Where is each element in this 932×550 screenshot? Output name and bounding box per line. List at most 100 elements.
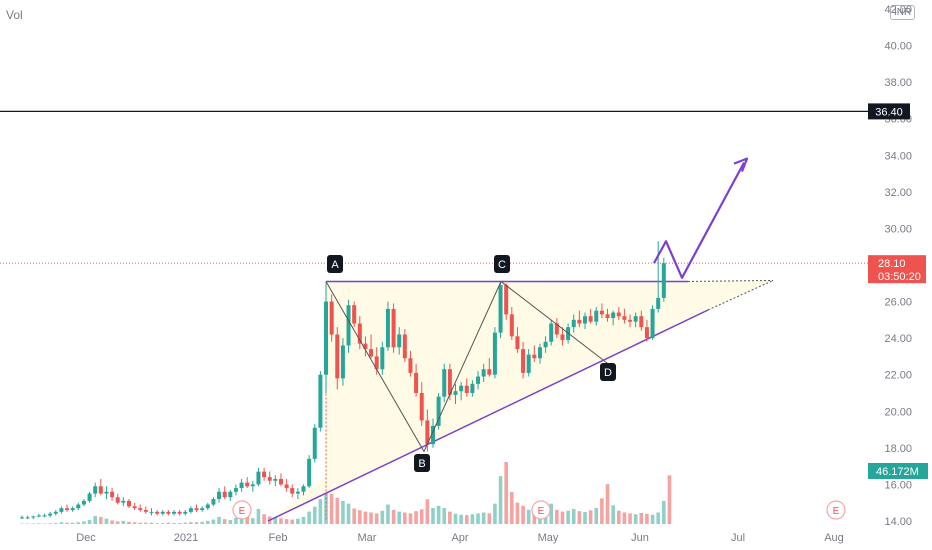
- candle-body: [425, 420, 430, 445]
- volume-bar: [256, 508, 261, 524]
- candle-body: [639, 316, 644, 328]
- candle-body: [65, 508, 70, 511]
- candle-body: [318, 374, 323, 428]
- volume-bar: [588, 510, 593, 524]
- volume-bar: [397, 511, 402, 524]
- time-axis[interactable]: Dec 2021 Feb Mar Apr May Jun Jul Aug: [76, 532, 844, 544]
- earnings-marker: E: [531, 500, 551, 520]
- candle-body: [419, 393, 424, 421]
- price-tick-label: 14.00: [884, 516, 912, 528]
- candle-body: [48, 513, 53, 516]
- candle-body: [228, 491, 233, 498]
- volume-bar: [346, 503, 351, 524]
- earnings-marker-circle: [826, 500, 846, 520]
- candle-body: [329, 301, 334, 335]
- candle-body: [262, 471, 267, 478]
- volume-bar: [65, 522, 69, 524]
- earnings-marker-label: E: [833, 506, 840, 517]
- candle-body: [245, 482, 250, 487]
- pattern-point-label: C: [498, 259, 506, 271]
- volume-bar: [251, 518, 255, 524]
- volume-label: Vol: [6, 8, 23, 22]
- pattern-point-b: B: [414, 454, 430, 472]
- price-tick-label: 16.00: [884, 479, 912, 491]
- candle-body: [110, 491, 115, 498]
- candle-body: [492, 332, 497, 375]
- candle-body: [211, 499, 216, 505]
- candle-body: [402, 334, 407, 359]
- candle-body: [25, 517, 30, 519]
- volume-bar: [493, 503, 497, 524]
- candle-body: [537, 347, 542, 359]
- candle-body: [374, 356, 379, 370]
- last-price-text: 28.10: [878, 258, 906, 270]
- volume-bar: [386, 504, 390, 524]
- candle-body: [335, 334, 340, 379]
- candle-body: [656, 297, 661, 309]
- volume-bar: [183, 522, 188, 524]
- volume-bar: [166, 522, 171, 524]
- candle-body: [273, 478, 278, 481]
- volume-bar: [160, 523, 165, 524]
- volume-bar: [104, 518, 109, 524]
- volume-bar: [37, 523, 41, 524]
- price-tick-label: 24.00: [884, 333, 912, 345]
- candle-body: [391, 308, 396, 348]
- candle-body: [267, 477, 272, 481]
- candle-body: [577, 319, 582, 324]
- earnings-marker-circle: [531, 500, 551, 520]
- candle-body: [628, 319, 633, 322]
- volume-bar: [48, 523, 52, 524]
- candle-body: [132, 506, 137, 509]
- time-tick-label: Aug: [824, 532, 844, 544]
- pattern-layer: A B C D E E E: [232, 157, 846, 520]
- volume-bar: [515, 502, 520, 524]
- volume-bar: [296, 518, 300, 524]
- price-axis[interactable]: 14.0016.0018.0020.0022.0024.0026.0028.00…: [868, 4, 928, 528]
- candle-body: [70, 508, 75, 511]
- volume-value-box: [868, 463, 928, 479]
- candle-body: [205, 504, 210, 509]
- candle-body: [352, 305, 357, 324]
- candle-body: [616, 312, 621, 317]
- candle-body: [290, 488, 295, 494]
- volume-bar: [352, 508, 356, 524]
- time-tick-label: Jun: [631, 532, 649, 544]
- candle-body: [149, 511, 154, 513]
- candle-layer: [20, 241, 666, 520]
- volume-bar: [498, 476, 503, 524]
- candle-body: [31, 516, 36, 518]
- candle-body: [650, 308, 655, 339]
- currency-badge[interactable]: INR: [890, 5, 916, 20]
- pattern-point-a: A: [327, 255, 343, 273]
- candle-body: [436, 396, 441, 426]
- candle-body: [346, 305, 351, 346]
- volume-bar: [358, 510, 362, 524]
- candle-body: [447, 369, 452, 395]
- volume-bar: [228, 520, 233, 524]
- volume-bar: [414, 511, 418, 524]
- volume-bar: [245, 516, 249, 524]
- volume-bar: [662, 500, 666, 524]
- volume-bar: [290, 519, 295, 524]
- candle-body: [470, 383, 475, 394]
- volume-bar: [301, 516, 306, 524]
- volume-bar: [571, 508, 576, 524]
- volume-value-text: 46.172M: [876, 466, 919, 478]
- time-tick-label: Apr: [451, 532, 468, 544]
- candle-body: [324, 301, 329, 375]
- candle-body: [515, 336, 520, 350]
- candle-body: [200, 508, 205, 511]
- price-tick-label: 34.00: [884, 150, 912, 162]
- volume-bar: [53, 523, 58, 524]
- volume-bar: [374, 513, 379, 524]
- candle-body: [397, 334, 402, 348]
- volume-bar: [448, 511, 452, 524]
- volume-bar: [155, 523, 159, 524]
- pattern-point-c: C: [494, 255, 510, 273]
- volume-bar: [650, 514, 655, 524]
- candle-body: [233, 488, 238, 492]
- candle-body: [571, 319, 576, 328]
- candle-body: [256, 471, 261, 485]
